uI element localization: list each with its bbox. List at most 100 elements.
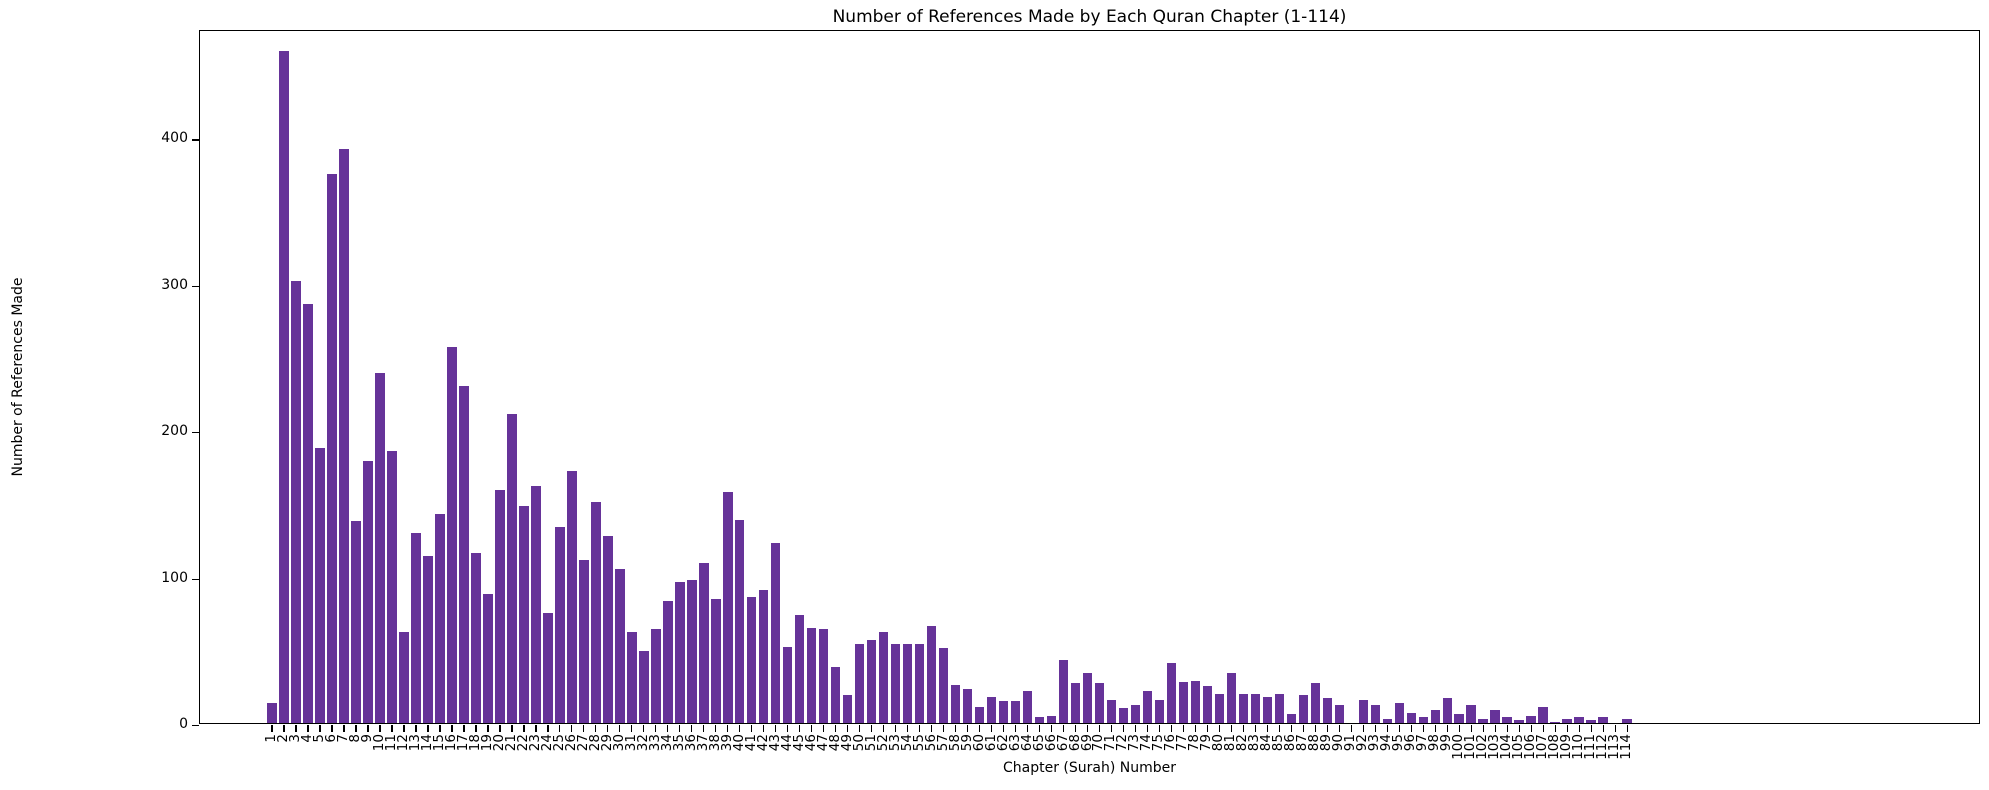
bar-chapter-5 <box>315 447 325 723</box>
bar-chapter-96 <box>1406 712 1417 723</box>
x-tick <box>487 725 489 732</box>
bar-chapter-12 <box>399 632 409 723</box>
bar-chapter-62 <box>998 701 1009 723</box>
bar-chapter-31 <box>626 632 637 723</box>
x-tick <box>1446 725 1448 732</box>
x-tick <box>1050 725 1053 732</box>
bar-chapter-60 <box>974 706 985 723</box>
x-tick <box>583 725 585 732</box>
x-tick <box>930 725 933 732</box>
bar-chapter-89 <box>1322 698 1333 723</box>
bar-chapter-59 <box>962 689 973 723</box>
bar-series <box>200 31 1979 723</box>
x-tick <box>1086 725 1089 732</box>
x-tick <box>835 725 837 732</box>
x-tick <box>978 725 981 732</box>
x-tick <box>619 725 621 732</box>
bar-chapter-25 <box>555 526 565 723</box>
x-tick <box>319 725 321 732</box>
x-tick <box>1494 725 1496 732</box>
bar-chapter-63 <box>1010 701 1021 723</box>
bar-chapter-75 <box>1154 699 1165 723</box>
x-tick <box>739 725 741 732</box>
x-tick <box>427 725 429 732</box>
x-tick <box>1266 725 1269 732</box>
bar-chapter-4 <box>303 304 313 723</box>
x-tick <box>1146 725 1149 732</box>
bar-chapter-33 <box>650 629 661 723</box>
bar-chapter-30 <box>614 569 625 723</box>
x-tick <box>475 725 477 732</box>
bar-chapter-47 <box>818 629 829 723</box>
bar-chapter-73 <box>1130 705 1141 723</box>
bar-chapter-112 <box>1598 717 1608 723</box>
bar-chapter-93 <box>1370 705 1381 723</box>
x-tick <box>1482 725 1484 732</box>
y-tick-label: 100 <box>161 569 188 586</box>
x-tick <box>990 725 993 732</box>
bar-chapter-64 <box>1022 690 1033 723</box>
x-tick <box>295 725 297 732</box>
bar-chapter-50 <box>854 643 865 723</box>
bar-chapter-26 <box>566 471 577 723</box>
bar-chapter-67 <box>1058 660 1069 723</box>
x-tick <box>559 725 561 732</box>
x-tick <box>918 725 921 732</box>
bar-chapter-46 <box>806 627 817 723</box>
x-tick <box>1506 725 1508 732</box>
chart-title: Number of References Made by Each Quran … <box>832 7 1347 27</box>
bar-chapter-39 <box>722 491 733 723</box>
x-tick <box>607 725 609 732</box>
x-tick <box>942 725 945 732</box>
bar-chapter-83 <box>1250 693 1261 723</box>
x-tick <box>751 725 753 732</box>
bar-chapter-8 <box>351 520 361 723</box>
x-tick <box>595 725 597 732</box>
x-tick <box>439 725 441 732</box>
bar-chapter-22 <box>519 506 529 723</box>
x-tick <box>547 725 549 732</box>
bar-chapter-53 <box>890 643 901 723</box>
x-tick <box>667 725 669 732</box>
bar-chapter-69 <box>1082 673 1093 723</box>
bar-chapter-79 <box>1202 686 1213 723</box>
bar-chapter-45 <box>794 614 805 723</box>
x-tick <box>763 725 765 732</box>
x-tick <box>727 725 729 732</box>
x-tick <box>954 725 957 732</box>
bar-chapter-105 <box>1514 720 1525 723</box>
x-tick <box>631 725 633 732</box>
plot-area <box>192 30 1980 732</box>
bar-chapter-57 <box>938 648 949 723</box>
bar-chapter-16 <box>447 346 457 723</box>
x-tick <box>1314 725 1317 732</box>
x-tick <box>1242 725 1245 732</box>
x-axis-label: Chapter (Surah) Number <box>1002 760 1176 776</box>
bar-chapter-15 <box>435 513 445 723</box>
bar-chapter-14 <box>423 556 433 723</box>
bar-chapter-74 <box>1142 690 1153 723</box>
x-tick <box>799 725 801 732</box>
x-tick <box>1074 725 1077 732</box>
bar-chapter-80 <box>1214 693 1225 723</box>
y-axis-label: Number of References Made <box>10 277 26 477</box>
x-tick <box>1026 725 1029 732</box>
bar-chapter-92 <box>1358 699 1369 723</box>
x-tick <box>331 725 333 732</box>
bar-chapter-27 <box>578 560 589 723</box>
x-tick <box>679 725 681 732</box>
x-tick <box>1542 725 1544 732</box>
bar-chapter-24 <box>543 613 553 723</box>
bar-chapter-34 <box>662 601 673 723</box>
x-tick <box>1218 725 1221 732</box>
x-tick <box>883 725 885 732</box>
bar-chapter-21 <box>507 414 517 723</box>
bar-chapter-65 <box>1034 717 1045 723</box>
bar-chapter-78 <box>1190 680 1201 723</box>
bar-chapter-28 <box>590 501 601 723</box>
x-tick <box>1374 725 1377 732</box>
bar-chapter-49 <box>842 695 853 723</box>
x-tick <box>1194 725 1197 732</box>
x-tick <box>1410 725 1413 732</box>
bar-chapter-43 <box>770 542 781 723</box>
